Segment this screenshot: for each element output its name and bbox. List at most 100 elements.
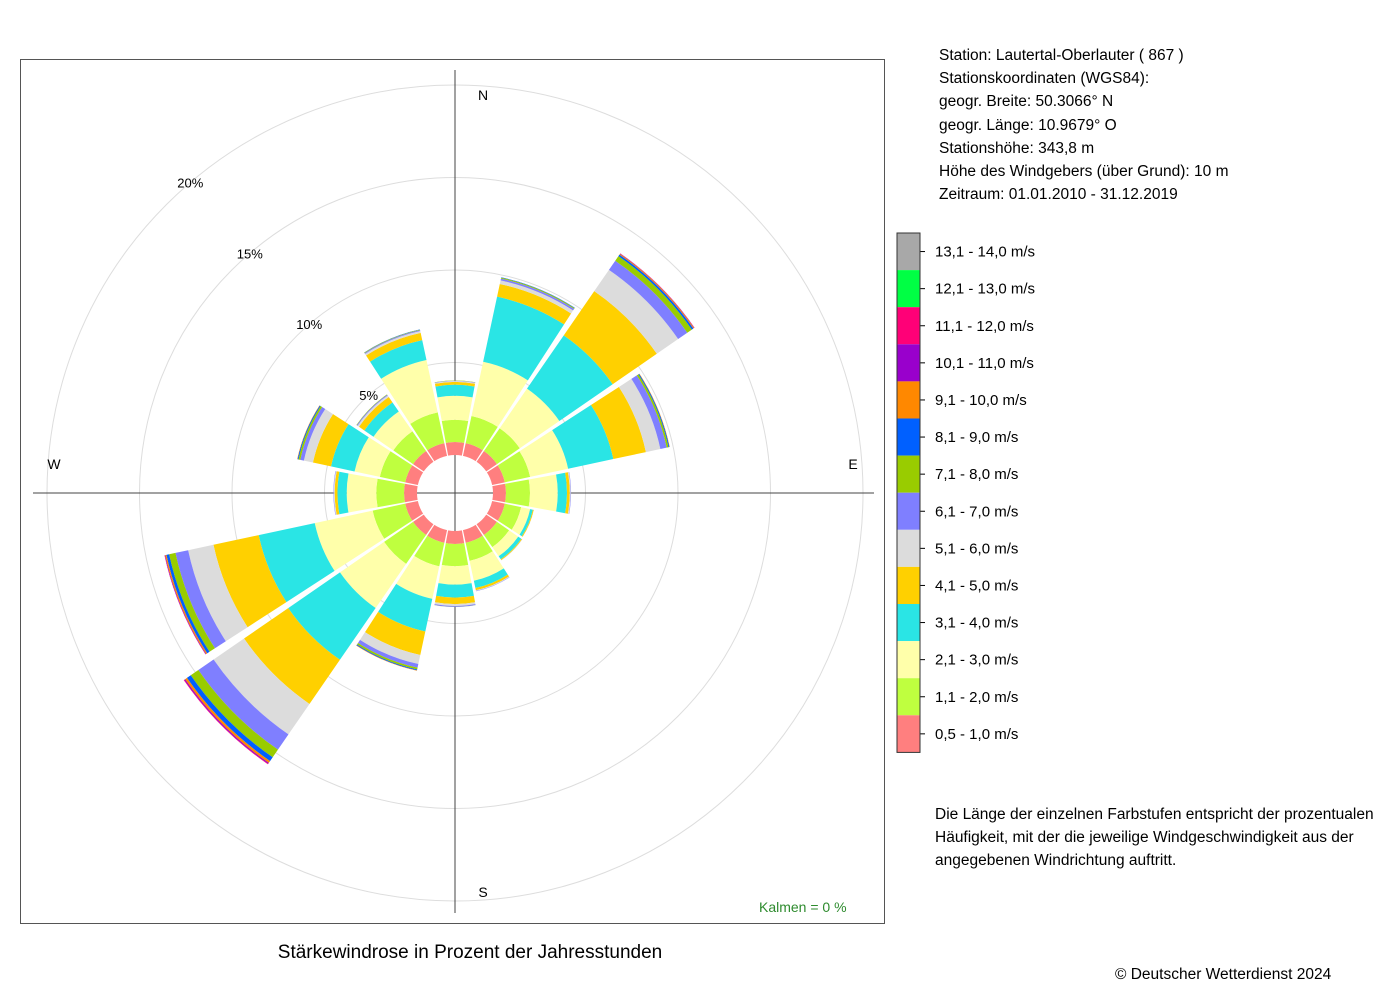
segment-NE-class-4 bbox=[527, 335, 613, 421]
segment-NNE-class-7 bbox=[500, 278, 575, 311]
sector-WSW bbox=[164, 500, 424, 655]
segment-SE-class-1 bbox=[476, 514, 497, 535]
legend-swatch-2 bbox=[897, 678, 920, 716]
segment-SSW-class-8 bbox=[356, 642, 418, 670]
segment-W-class-6 bbox=[333, 471, 337, 515]
segment-W-class-4 bbox=[337, 471, 349, 515]
segment-WSW-class-2 bbox=[372, 503, 413, 539]
segment-NE-class-1 bbox=[476, 451, 497, 472]
note-line-2: Häufigkeit, mit der die jeweilige Windge… bbox=[935, 829, 1354, 847]
legend-label-1: 0,5 - 1,0 m/s bbox=[935, 726, 1018, 743]
segment-W-class-5 bbox=[334, 471, 340, 515]
segment-NNE-class-4 bbox=[483, 296, 565, 381]
segment-WNW-class-4 bbox=[331, 424, 369, 472]
segment-S-class-8 bbox=[434, 604, 476, 608]
station-name: Station: Lautertal-Oberlauter ( 867 ) bbox=[939, 47, 1184, 64]
segment-S-class-3 bbox=[438, 564, 472, 585]
segment-N-class-4 bbox=[435, 384, 475, 398]
segment-ENE-class-6 bbox=[618, 378, 661, 453]
segment-E-class-5 bbox=[565, 472, 570, 514]
anemometer-height: Höhe des Windgebers (über Grund): 10 m bbox=[939, 163, 1229, 181]
radial-label-5: 5% bbox=[359, 388, 378, 403]
segment-NNE-class-2 bbox=[465, 416, 498, 451]
legend-label-6: 5,1 - 6,0 m/s bbox=[935, 540, 1018, 557]
radial-label-20: 20% bbox=[177, 176, 203, 191]
sector-SSW bbox=[356, 524, 448, 671]
segment-SSE-class-6 bbox=[475, 576, 510, 591]
segment-SW-class-8 bbox=[190, 670, 278, 758]
segment-SSE-class-2 bbox=[465, 535, 493, 561]
segment-SW-class-9 bbox=[186, 675, 273, 762]
sector-S bbox=[434, 530, 476, 608]
sector-NNW bbox=[364, 329, 448, 462]
legend-swatch-1 bbox=[897, 715, 920, 753]
compass-label-W: W bbox=[47, 456, 61, 472]
segment-NNE-class-5 bbox=[497, 283, 572, 325]
segment-NW-class-6 bbox=[357, 395, 389, 427]
legend-swatch-13 bbox=[897, 270, 920, 308]
sector-N bbox=[434, 380, 476, 456]
segment-SSE-class-1 bbox=[462, 524, 483, 543]
segment-NNW-class-1 bbox=[427, 443, 448, 462]
sector-ENE bbox=[486, 373, 670, 486]
explanation-note: Die Länge der einzelnen Farbstufen entsp… bbox=[935, 803, 1395, 873]
legend-swatch-3 bbox=[897, 641, 920, 679]
speed-legend: 13,1 - 14,0 m/s 12,1 - 13,0 m/s 11,1 - 12,… bbox=[896, 232, 1035, 753]
segment-E-class-1 bbox=[492, 483, 506, 503]
sector-NE bbox=[476, 253, 695, 472]
segment-E-class-3 bbox=[528, 474, 558, 512]
segment-ENE-class-8 bbox=[636, 374, 669, 448]
segment-NNE-class-6 bbox=[499, 280, 574, 314]
segment-SW-class-5 bbox=[244, 608, 340, 704]
segment-SSE-class-5 bbox=[475, 574, 510, 591]
legend-label-4: 3,1 - 4,0 m/s bbox=[935, 615, 1018, 632]
legend-label-11: 10,1 - 11,0 m/s bbox=[935, 355, 1034, 372]
segment-SSW-class-4 bbox=[378, 583, 433, 632]
segment-WNW-class-3 bbox=[354, 437, 391, 477]
segment-N-class-7 bbox=[434, 380, 476, 383]
station-elevation: Stationshöhe: 343,8 m bbox=[939, 139, 1095, 157]
segment-N-class-5 bbox=[434, 381, 476, 387]
legend-label-2: 1,1 - 2,0 m/s bbox=[935, 689, 1018, 706]
segment-NE-class-5 bbox=[563, 291, 657, 385]
radial-label-10: 10% bbox=[296, 317, 322, 332]
legend-label-8: 7,1 - 8,0 m/s bbox=[935, 466, 1018, 483]
segment-NW-class-3 bbox=[373, 411, 413, 451]
segment-S-class-6 bbox=[434, 602, 476, 606]
segment-W-class-3 bbox=[346, 473, 378, 513]
legend-label-14: 13,1 - 14,0 m/s bbox=[935, 244, 1035, 261]
legend-swatch-10 bbox=[897, 381, 920, 419]
segment-E-class-4 bbox=[556, 472, 567, 514]
segment-NW-class-4 bbox=[364, 402, 399, 437]
segment-ESE-class-3 bbox=[511, 507, 531, 535]
calm-percentage: Kalmen = 0 % bbox=[759, 899, 847, 915]
segment-W-class-2 bbox=[376, 478, 405, 508]
sector-W bbox=[333, 471, 418, 515]
segment-NW-class-2 bbox=[393, 431, 427, 465]
legend-label-9: 8,1 - 9,0 m/s bbox=[935, 429, 1018, 446]
legend-label-10: 9,1 - 10,0 m/s bbox=[935, 392, 1027, 409]
station-longitude: geogr. Länge: 10.9679° O bbox=[939, 116, 1117, 134]
segment-S-class-1 bbox=[445, 530, 465, 544]
note-line-1: Die Länge der einzelnen Farbstufen entsp… bbox=[935, 806, 1374, 823]
legend-swatch-4 bbox=[897, 604, 920, 642]
segment-N-class-6 bbox=[434, 381, 476, 384]
segment-WSW-class-6 bbox=[188, 544, 248, 642]
segment-WSW-class-9 bbox=[166, 554, 210, 654]
segment-W-class-1 bbox=[404, 483, 418, 503]
segment-WSW-class-1 bbox=[405, 500, 424, 521]
compass-label-S: S bbox=[478, 884, 487, 900]
wind-rose-svg: 5% 10% 15% 20% N E S W bbox=[33, 70, 874, 913]
segment-SSW-class-7 bbox=[357, 639, 419, 668]
segment-ESE-class-2 bbox=[497, 503, 522, 530]
segment-SW-class-7 bbox=[198, 659, 289, 750]
segment-S-class-2 bbox=[441, 543, 469, 567]
segment-NE-class-7 bbox=[608, 260, 688, 340]
segment-NE-class-2 bbox=[483, 428, 520, 465]
segment-WSW-class-3 bbox=[314, 510, 385, 571]
station-info: Station: Lautertal-Oberlauter ( 867 ) St… bbox=[939, 44, 1228, 206]
note-line-3: angegebenen Windrichtung auftritt. bbox=[935, 852, 1177, 870]
legend-swatch-8 bbox=[897, 455, 920, 493]
segment-N-class-8 bbox=[434, 380, 476, 383]
segment-WNW-class-5 bbox=[312, 414, 349, 467]
